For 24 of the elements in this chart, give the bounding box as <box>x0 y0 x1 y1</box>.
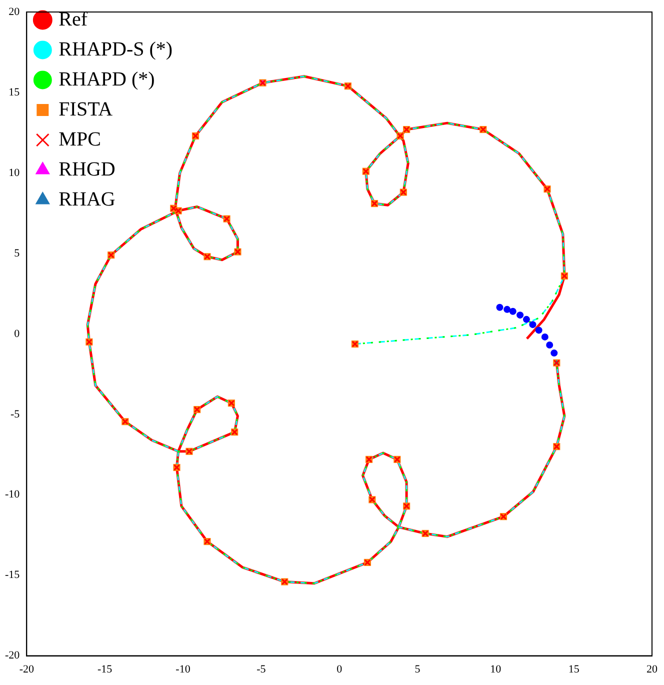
x-tick-label: 15 <box>568 663 580 676</box>
x-tick-label: 0 <box>336 663 343 676</box>
legend-label: FISTA <box>58 98 114 120</box>
x-tick-label: -10 <box>176 663 191 676</box>
x-tick-label: -5 <box>256 663 266 676</box>
y-tick-label: -5 <box>10 408 20 420</box>
legend-label: RHAPD (*) <box>58 68 155 90</box>
x-tick-label: 10 <box>490 663 502 676</box>
x-tick-label: -15 <box>97 663 113 676</box>
y-tick-label: 0 <box>14 328 20 340</box>
x-tick-label: 20 <box>646 663 658 676</box>
y-tick-label: 5 <box>14 247 20 260</box>
y-tick-label: -20 <box>4 650 20 662</box>
legend-label: Ref <box>58 8 88 30</box>
y-tick-label: 20 <box>8 6 20 18</box>
legend-label: RHAPD-S (*) <box>58 38 173 60</box>
y-tick-label: 15 <box>8 86 20 98</box>
y-tick-label: -15 <box>4 569 20 582</box>
legend-label: RHAG <box>58 188 116 210</box>
y-tick-label: 10 <box>8 166 20 179</box>
y-tick-label: -10 <box>4 488 20 501</box>
legend-label: MPC <box>58 128 101 150</box>
x-tick-label: 5 <box>414 663 421 676</box>
legend-label: RHGD <box>58 158 116 180</box>
